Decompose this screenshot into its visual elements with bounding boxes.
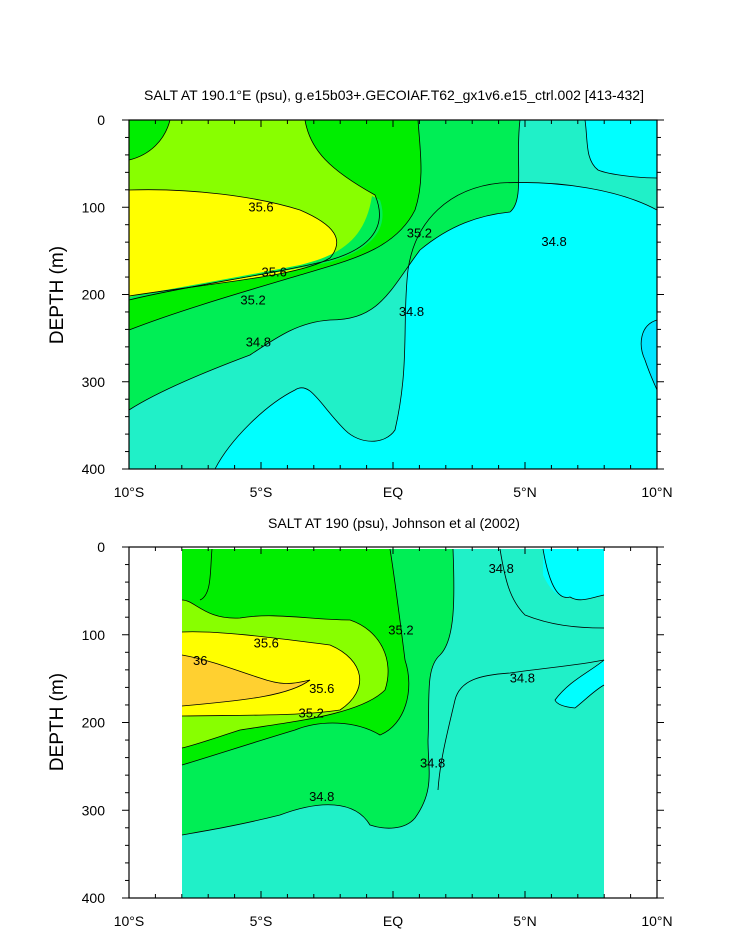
- bot-band-upper-right-cyan: [543, 549, 604, 600]
- top-y-tick-label: 200: [82, 287, 106, 303]
- bot-contour-line: [542, 548, 605, 601]
- top-band-upper-left-green: [129, 120, 170, 160]
- top-x-tick-label: EQ: [383, 484, 403, 500]
- top-ylabel: DEPTH (m): [47, 246, 68, 344]
- top-contour-line: [584, 119, 658, 179]
- bottom-y-tick-label: 200: [82, 715, 106, 731]
- bot-contour-line: [181, 631, 361, 717]
- top-contour-line: [128, 119, 422, 331]
- top-contour-labels: 35.6 35.2 34.8 35.6 35.2 34.8 34.8: [240, 199, 566, 349]
- top-band-upper-right-cyan: [585, 120, 657, 178]
- top-plot-area: [128, 119, 658, 470]
- bottom-ylabel: DEPTH (m): [47, 673, 68, 771]
- bot-contour-line: [499, 548, 605, 629]
- bottom-contour-label: 34.8: [489, 561, 514, 576]
- top-contour-label: 34.8: [541, 234, 566, 249]
- bot-contour-line: [199, 548, 213, 601]
- top-y-tick-label: 400: [82, 461, 106, 477]
- top-x-tick-label: 5°N: [513, 484, 537, 500]
- top-band-right-deep-cyan: [641, 320, 657, 390]
- top-contour-label: 35.2: [407, 225, 432, 240]
- top-contour-label: 34.8: [246, 334, 271, 349]
- bottom-contour-label: 34.8: [309, 789, 334, 804]
- top-contour-line: [128, 189, 338, 297]
- bottom-contour-label: 34.8: [510, 671, 535, 686]
- top-contour-line: [128, 119, 171, 161]
- top-axes: 10°S 5°S EQ 5°N 10°N 0 100 200 300 400: [82, 112, 673, 500]
- top-title: SALT AT 190.1°E (psu), g.e15b03+.GECOIAF…: [144, 87, 644, 103]
- top-panel: SALT AT 190.1°E (psu), g.e15b03+.GECOIAF…: [47, 87, 673, 500]
- bot-contour-line: [554, 659, 605, 709]
- top-contour-label: 34.8: [399, 304, 424, 319]
- bot-band-top-left-green: [182, 549, 212, 600]
- bottom-title: SALT AT 190 (psu), Johnson et al (2002): [268, 515, 520, 531]
- bottom-x-tick-label: 10°S: [114, 913, 145, 929]
- bottom-axes: 10°S 5°S EQ 5°N 10°N 0 100 200 300 400: [82, 539, 673, 929]
- bot-contour-line: [181, 599, 389, 749]
- bottom-plot-area: [181, 548, 605, 898]
- bottom-y-tick-label: 400: [82, 890, 106, 906]
- bottom-y-tick-label: 100: [82, 627, 106, 643]
- top-contour-label: 35.6: [262, 265, 287, 280]
- bottom-contour-labels: 34.8 35.2 35.6 36 34.8 35.6 35.2 34.8 34.8: [193, 561, 535, 804]
- top-contour-line: [640, 319, 658, 391]
- top-y-tick-label: 100: [82, 199, 106, 215]
- top-contour-label: 35.6: [248, 199, 273, 214]
- top-x-tick-label: 10°N: [641, 484, 672, 500]
- bottom-contour-label: 34.8: [420, 756, 445, 771]
- bottom-contour-label: 35.6: [309, 681, 334, 696]
- bottom-y-tick-label: 300: [82, 802, 106, 818]
- bottom-x-tick-label: EQ: [383, 913, 403, 929]
- top-contour-line: [214, 182, 658, 470]
- top-x-tick-label: 10°S: [114, 484, 145, 500]
- bot-contour-line: [181, 654, 311, 707]
- top-contour-line: [128, 119, 521, 411]
- bottom-panel: SALT AT 190 (psu), Johnson et al (2002) …: [47, 515, 673, 929]
- bottom-x-tick-label: 5°S: [250, 913, 273, 929]
- bot-contour-line: [181, 548, 455, 836]
- bottom-y-tick-label: 0: [97, 539, 105, 555]
- bot-band-right-cyan: [555, 660, 604, 708]
- bottom-x-tick-label: 10°N: [641, 913, 672, 929]
- bottom-contour-label: 35.2: [388, 622, 413, 637]
- top-contour-line: [128, 119, 380, 301]
- top-y-tick-label: 300: [82, 374, 106, 390]
- top-contour-label: 35.2: [240, 293, 265, 308]
- bottom-contour-label: 35.2: [299, 706, 324, 721]
- top-y-tick-label: 0: [97, 112, 105, 128]
- bot-contour-line: [181, 548, 410, 766]
- bot-contour-line: [437, 659, 605, 791]
- bottom-x-tick-label: 5°N: [513, 913, 537, 929]
- bottom-contour-label: 35.6: [254, 636, 279, 651]
- top-x-tick-label: 5°S: [250, 484, 273, 500]
- bottom-contour-label: 36: [193, 653, 207, 668]
